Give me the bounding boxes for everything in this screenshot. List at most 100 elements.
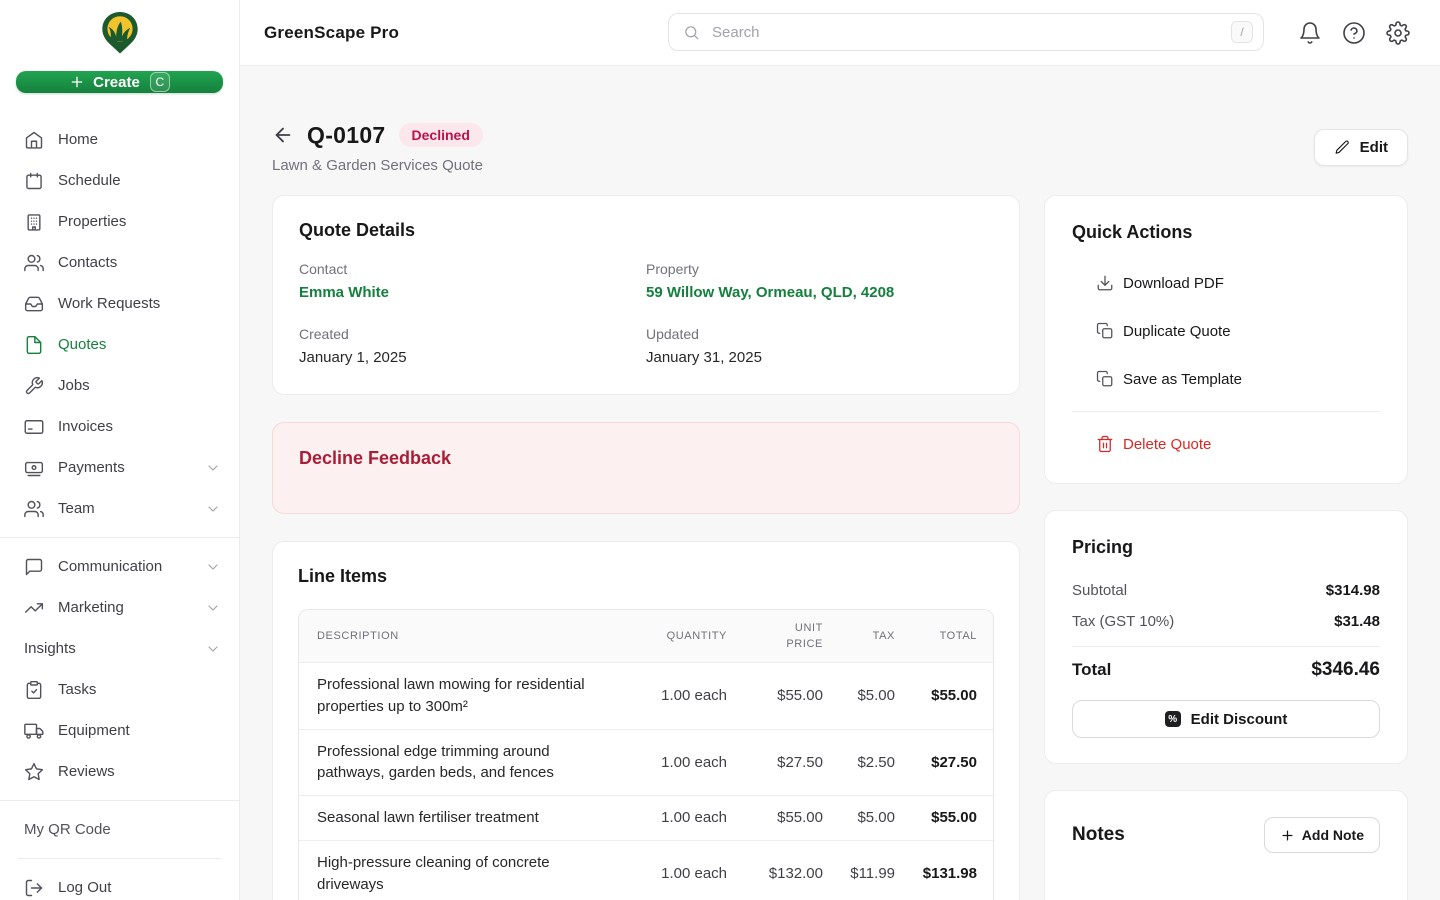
line-items-title: Line Items [298,566,388,586]
create-button-label: Create [93,73,140,91]
line-item-quantity: 1.00 each [661,865,727,882]
quick-actions-title: Quick Actions [1072,222,1193,242]
right-column: Quick Actions Download PDF Duplicate Quo… [1044,195,1408,900]
sidebar-item-work-requests[interactable]: Work Requests [0,283,239,324]
line-items-table: Description Quantity Unit Price Tax Tota… [298,609,994,900]
quick-actions-card: Quick Actions Download PDF Duplicate Quo… [1044,195,1408,484]
sidebar-item-contacts[interactable]: Contacts [0,242,239,283]
search-input[interactable] [710,22,1231,42]
home-icon [24,130,44,150]
sidebar-item-label: Payments [58,459,125,476]
save-as-template-action[interactable]: Save as Template [1072,355,1380,403]
line-item-description: High-pressure cleaning of concrete drive… [317,853,550,893]
line-item-tax: $5.00 [857,809,895,827]
line-item-quantity: 1.00 each [661,753,727,771]
sidebar-item-label: Marketing [58,599,124,616]
contact-field: Contact Emma White [299,261,646,301]
sidebar-item-properties[interactable]: Properties [0,201,239,242]
sidebar-item-invoices[interactable]: Invoices [0,406,239,447]
line-item-total: $27.50 [931,753,977,771]
decline-feedback-card: Decline Feedback [272,422,1020,514]
sidebar: Create C Home Schedule Properties Contac… [0,0,240,900]
table-row: Professional lawn mowing for residential… [299,663,993,729]
discount-icon: % [1164,711,1181,727]
notes-title: Notes [1072,824,1125,845]
sidebar-item-label: Contacts [58,254,118,271]
wrench-icon [24,376,44,396]
sidebar-item-label: Quotes [58,336,107,353]
sidebar-item-payments[interactable]: Payments [0,447,239,488]
sidebar-item-jobs[interactable]: Jobs [0,365,239,406]
sidebar-item-label: Jobs [58,377,90,394]
main-area: GreenScape Pro / [240,0,1440,900]
create-button[interactable]: Create C [16,71,223,93]
line-item-total: $55.00 [931,687,977,705]
arrow-left-icon [272,127,294,149]
created-value: January 1, 2025 [299,349,407,366]
notifications-button[interactable] [1298,21,1322,45]
edit-discount-button[interactable]: % Edit Discount [1072,700,1380,738]
chevron-down-icon [205,641,221,657]
table-row: High-pressure cleaning of concrete drive… [299,839,993,900]
sidebar-item-quotes[interactable]: Quotes [0,324,239,365]
sidebar-item-reviews[interactable]: Reviews [0,751,239,792]
pricing-card: Pricing Subtotal $314.98 Tax (GST 10%) $… [1044,510,1408,764]
duplicate-quote-action[interactable]: Duplicate Quote [1072,307,1380,355]
settings-button[interactable] [1386,20,1410,45]
create-shortcut-badge: C [149,72,170,92]
inbox-icon [24,294,44,314]
action-label: Download PDF [1123,274,1224,292]
trending-up-icon [24,598,44,618]
sidebar-item-label: Properties [58,213,127,230]
line-item-unit-price: $55.00 [777,687,823,705]
chevron-down-icon [205,600,221,616]
global-search[interactable]: / [668,13,1264,51]
add-note-button[interactable]: Add Note [1263,817,1380,853]
updated-field: Updated January 31, 2025 [646,326,993,366]
property-link[interactable]: 59 Willow Way, Ormeau, QLD, 4208 [646,284,895,301]
sidebar-item-insights[interactable]: Insights [0,628,239,669]
sidebar-item-communication[interactable]: Communication [0,546,239,587]
download-pdf-action[interactable]: Download PDF [1072,259,1380,307]
back-button[interactable] [272,124,294,146]
plus-icon [69,74,85,90]
line-item-total: $55.00 [931,809,977,827]
delete-quote-action[interactable]: Delete Quote [1072,420,1380,468]
sidebar-item-home[interactable]: Home [0,119,239,160]
line-item-unit-price: $132.00 [768,865,823,882]
edit-button-label: Edit [1359,139,1388,156]
plus-icon [1280,828,1295,843]
sidebar-item-tasks[interactable]: Tasks [0,669,239,710]
contact-label: Contact [299,261,348,277]
column-header-tax: Tax [872,629,895,642]
download-icon [1096,274,1114,292]
sidebar-item-log-out[interactable]: Log Out [0,867,239,900]
sidebar-item-marketing[interactable]: Marketing [0,587,239,628]
line-item-description: Professional edge trimming around pathwa… [317,742,554,782]
created-label: Created [299,326,349,342]
help-button[interactable] [1342,21,1366,45]
sidebar-item-schedule[interactable]: Schedule [0,160,239,201]
sidebar-item-equipment[interactable]: Equipment [0,710,239,751]
updated-value: January 31, 2025 [646,349,762,366]
line-item-quantity: 1.00 each [661,809,727,827]
edit-button[interactable]: Edit [1313,129,1408,166]
chevron-down-icon [205,460,221,476]
credit-card-icon [24,417,44,437]
sidebar-item-team[interactable]: Team [0,488,239,529]
bell-icon [1298,21,1322,48]
total-value: $346.46 [1311,659,1380,680]
line-items-card: Line Items Description Quantity Unit Pri… [272,541,1020,900]
page-title: Q-0107 [307,122,386,148]
search-icon [683,24,700,41]
sidebar-item-label: Reviews [58,763,115,780]
copy-icon [1096,370,1114,388]
sidebar-item-my-qr-code[interactable]: My QR Code [0,809,239,850]
contact-link[interactable]: Emma White [299,284,390,301]
page-subtitle: Lawn & Garden Services Quote [272,157,483,174]
sidebar-item-label: Team [58,500,95,517]
decline-feedback-title: Decline Feedback [299,448,452,468]
sidebar-divider [18,858,221,859]
quick-actions-divider [1072,411,1380,412]
